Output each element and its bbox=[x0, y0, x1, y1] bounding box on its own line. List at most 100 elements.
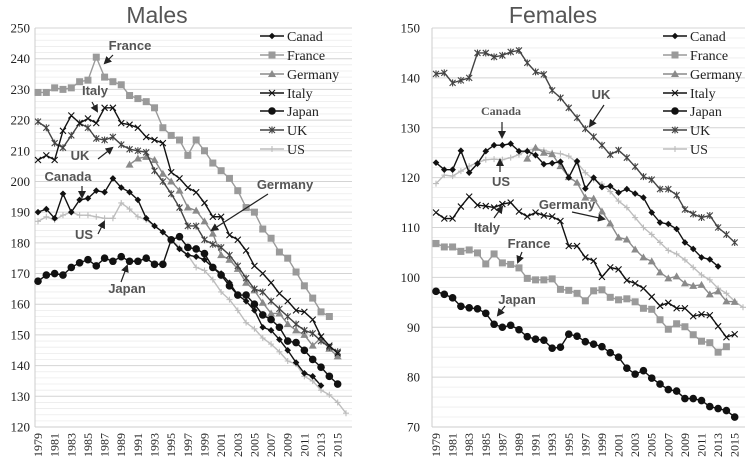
data-point bbox=[449, 243, 457, 251]
data-point bbox=[673, 191, 681, 199]
data-point bbox=[465, 74, 473, 82]
data-point bbox=[673, 250, 680, 257]
data-point bbox=[615, 189, 622, 196]
data-point bbox=[134, 147, 142, 155]
y-tick-label: 150 bbox=[401, 21, 421, 36]
data-point bbox=[499, 141, 506, 149]
data-point bbox=[325, 313, 333, 321]
y-tick-label: 220 bbox=[11, 113, 31, 128]
data-point bbox=[622, 235, 631, 243]
data-point bbox=[474, 160, 481, 167]
data-point bbox=[440, 69, 448, 77]
x-tick-label: 1979 bbox=[429, 433, 443, 457]
y-tick-label: 130 bbox=[11, 389, 31, 404]
x-tick-label: 2009 bbox=[281, 433, 295, 457]
legend-marker bbox=[268, 126, 276, 134]
y-tick-label: 150 bbox=[11, 327, 31, 342]
data-point bbox=[208, 229, 217, 237]
chart-title: Females bbox=[509, 2, 597, 28]
x-tick-label: 1989 bbox=[114, 433, 128, 457]
y-tick-label: 200 bbox=[11, 174, 31, 189]
data-point bbox=[167, 131, 175, 139]
data-point bbox=[151, 104, 159, 112]
data-point bbox=[482, 49, 490, 57]
data-point bbox=[325, 342, 333, 350]
data-point bbox=[648, 176, 656, 184]
data-point bbox=[309, 316, 317, 323]
data-point bbox=[590, 133, 598, 141]
data-point bbox=[557, 150, 564, 157]
data-point bbox=[183, 203, 192, 211]
annotation-arrow bbox=[588, 104, 605, 128]
data-point bbox=[234, 307, 241, 314]
data-point bbox=[275, 309, 284, 317]
data-point bbox=[109, 215, 116, 222]
data-point bbox=[309, 373, 317, 380]
data-point bbox=[92, 119, 100, 127]
data-point bbox=[449, 166, 456, 173]
data-point bbox=[697, 280, 706, 288]
data-point bbox=[565, 153, 572, 160]
x-tick-label: 2015 bbox=[728, 433, 742, 457]
data-point bbox=[284, 313, 292, 321]
series-italy bbox=[34, 104, 342, 357]
data-point bbox=[515, 147, 523, 155]
data-point bbox=[225, 174, 233, 182]
legend-label: Japan bbox=[690, 105, 722, 120]
data-point bbox=[309, 294, 317, 302]
data-point bbox=[523, 154, 532, 162]
series-germany bbox=[125, 152, 342, 360]
data-point bbox=[84, 115, 92, 122]
data-point bbox=[540, 336, 548, 345]
data-point bbox=[432, 70, 440, 78]
y-tick-label: 90 bbox=[407, 320, 420, 335]
x-tick-label: 1993 bbox=[148, 433, 162, 457]
data-point bbox=[234, 262, 242, 270]
data-point bbox=[664, 185, 672, 193]
data-point bbox=[234, 187, 242, 195]
chart-title: Males bbox=[126, 2, 187, 28]
data-point bbox=[623, 364, 631, 372]
data-point bbox=[217, 167, 225, 175]
data-point bbox=[126, 145, 133, 153]
y-tick-label: 180 bbox=[11, 235, 31, 250]
data-point bbox=[664, 385, 673, 394]
data-point bbox=[176, 245, 183, 253]
data-point bbox=[681, 256, 688, 263]
data-point bbox=[598, 141, 606, 149]
data-point bbox=[540, 212, 548, 219]
data-point bbox=[606, 219, 615, 227]
data-point bbox=[259, 334, 266, 341]
data-point bbox=[100, 254, 109, 262]
data-point bbox=[326, 391, 333, 398]
data-point bbox=[300, 346, 309, 355]
data-point bbox=[640, 284, 647, 292]
legend-label: US bbox=[690, 143, 708, 158]
data-point bbox=[540, 70, 548, 78]
data-point bbox=[267, 309, 276, 317]
legend-label: Italy bbox=[287, 87, 313, 102]
data-point bbox=[267, 315, 275, 324]
data-point bbox=[557, 94, 564, 102]
data-point bbox=[656, 316, 664, 324]
data-point bbox=[705, 290, 714, 298]
data-point bbox=[159, 124, 167, 132]
data-point bbox=[67, 112, 75, 119]
annotation-arrow bbox=[103, 54, 114, 65]
data-point bbox=[59, 271, 67, 279]
data-point bbox=[474, 49, 481, 57]
data-point bbox=[457, 168, 464, 175]
legend-item: Canad bbox=[663, 30, 726, 45]
data-point bbox=[565, 104, 573, 112]
data-point bbox=[167, 236, 175, 244]
data-point bbox=[589, 340, 598, 349]
data-point bbox=[598, 342, 606, 351]
data-point bbox=[276, 336, 283, 343]
data-point bbox=[300, 330, 309, 338]
data-point bbox=[615, 198, 622, 205]
data-point bbox=[250, 208, 258, 216]
data-point bbox=[217, 270, 225, 277]
data-point bbox=[449, 215, 456, 222]
data-point bbox=[192, 188, 200, 196]
